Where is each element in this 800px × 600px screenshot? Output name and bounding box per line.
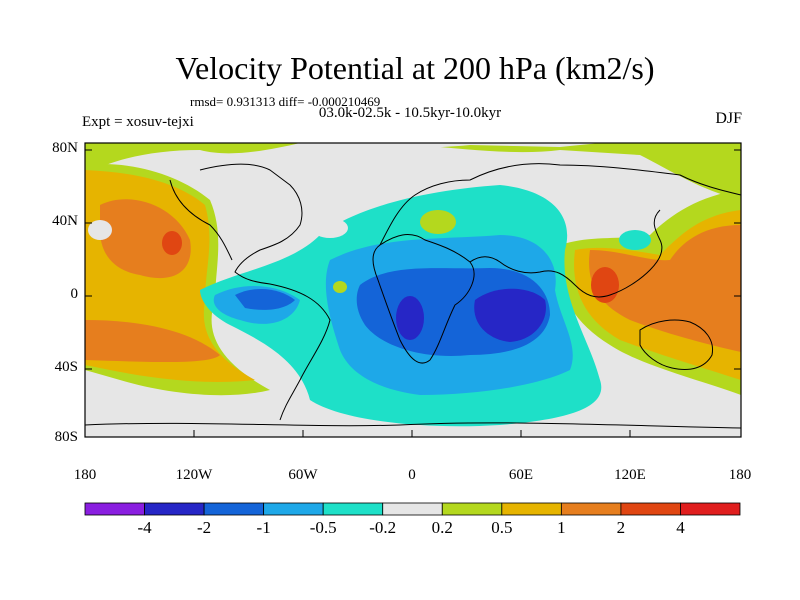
lat-tick-80n: 80N bbox=[52, 140, 78, 156]
contour-east-orange bbox=[589, 225, 741, 352]
lat-tick-0: 0 bbox=[70, 286, 79, 302]
contour-china-teal bbox=[619, 230, 651, 250]
contour-atlantic-hole bbox=[312, 218, 348, 238]
contour-westafrica-green bbox=[333, 281, 347, 293]
colorbar-swatch bbox=[620, 502, 681, 516]
coast-australia bbox=[639, 319, 714, 370]
contour-pacific-orange-south bbox=[85, 320, 220, 363]
lat-tick-40n: 40N bbox=[52, 213, 78, 229]
coast-americas bbox=[199, 163, 331, 421]
colorbar-label: 2 bbox=[616, 518, 626, 537]
colorbar-label: -1 bbox=[256, 518, 271, 537]
lon-tick-180e: 180 bbox=[728, 467, 752, 483]
map-frame bbox=[84, 142, 742, 438]
lon-tick-60e: 60E bbox=[508, 467, 534, 483]
coast-asia-south bbox=[469, 209, 663, 298]
lon-tick-120w: 120W bbox=[175, 467, 213, 483]
contour-field bbox=[85, 143, 741, 437]
contour-pacific-hole bbox=[88, 220, 112, 240]
stats-line: rmsd= 0.931313 diff= -0.000210469 bbox=[190, 94, 381, 109]
colorbar-swatch bbox=[441, 502, 503, 516]
colorbar-swatch bbox=[84, 502, 145, 516]
colorbar-swatch bbox=[382, 502, 443, 516]
season-label: DJF bbox=[715, 110, 742, 127]
contour-arctic-neutral bbox=[300, 143, 600, 148]
contour-mideast-green bbox=[420, 210, 456, 234]
experiment-label: Expt = xosuv-tejxi bbox=[82, 114, 194, 130]
coast-westus bbox=[169, 179, 233, 261]
lon-tick-60w: 60W bbox=[288, 467, 318, 483]
contour-east-red bbox=[591, 267, 619, 303]
coast-antarctica bbox=[85, 422, 741, 429]
contour-africa-darkblue bbox=[396, 296, 424, 340]
coastlines bbox=[85, 163, 741, 429]
colorbar-label: -4 bbox=[137, 518, 152, 537]
colorbar-label: -0.5 bbox=[309, 518, 337, 537]
map-title: Velocity Potential at 200 hPa (km2/s) bbox=[175, 50, 655, 86]
colorbar-swatch bbox=[144, 502, 205, 516]
contour-north-band bbox=[85, 143, 741, 200]
colorbar-swatch bbox=[560, 502, 622, 516]
colorbar-label: -2 bbox=[196, 518, 212, 537]
lat-tick-40s: 40S bbox=[54, 359, 78, 375]
colorbar-label: -0.2 bbox=[369, 518, 397, 537]
contour-pacific-red bbox=[162, 231, 182, 255]
colorbar-swatch bbox=[322, 502, 384, 516]
colorbar bbox=[84, 502, 741, 516]
coast-africa bbox=[372, 234, 475, 364]
lon-tick-120e: 120E bbox=[614, 467, 646, 483]
colorbar-swatch bbox=[263, 502, 324, 516]
contour-pacific-orange-north bbox=[100, 199, 191, 279]
colorbar-label: 1 bbox=[557, 518, 566, 537]
colorbar-label: 4 bbox=[676, 518, 685, 537]
colorbar-swatch bbox=[203, 502, 265, 516]
lon-tick-180w: 180 bbox=[73, 467, 97, 483]
contour-samerica-blue bbox=[235, 288, 295, 310]
colorbar-swatch bbox=[501, 502, 562, 516]
lon-tick-0: 0 bbox=[408, 467, 416, 483]
colorbar-swatch bbox=[680, 502, 741, 516]
axis-ticks bbox=[85, 149, 741, 438]
lat-tick-80s: 80S bbox=[54, 429, 78, 445]
contour-indian-darkblue bbox=[474, 288, 546, 342]
colorbar-label: 0.5 bbox=[491, 518, 513, 537]
period-line: 03.0k-02.5k - 10.5kyr-10.0kyr bbox=[318, 105, 502, 121]
colorbar-label: 0.2 bbox=[431, 518, 453, 537]
coast-eurasia-north bbox=[379, 163, 741, 246]
